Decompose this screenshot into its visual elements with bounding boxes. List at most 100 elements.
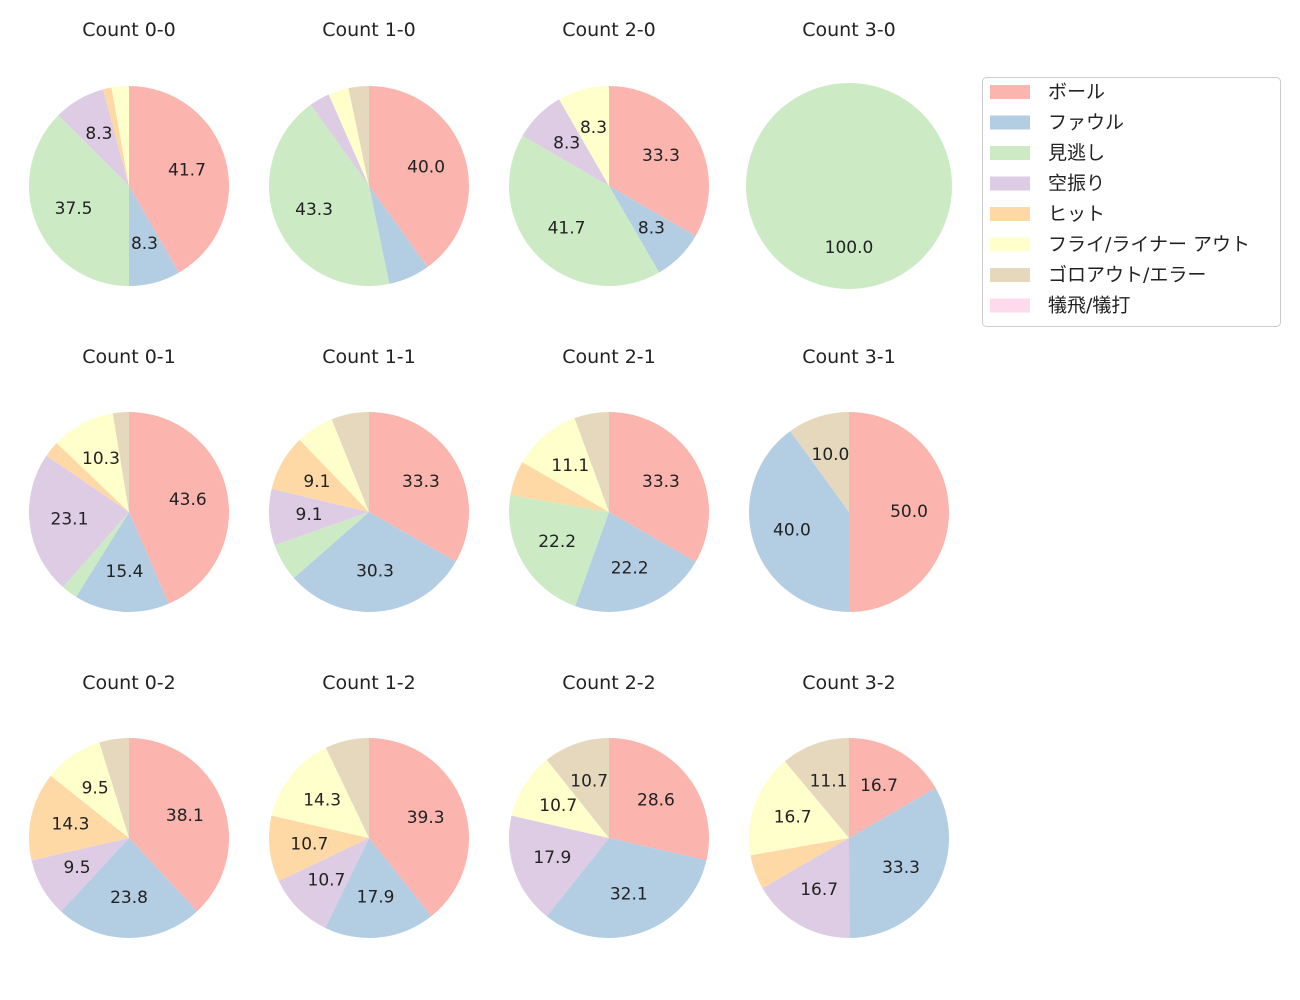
pie-slice-5 [50,742,129,838]
slice-label: 10.7 [570,771,608,791]
slice-label: 33.3 [882,858,920,878]
slice-label: 10.7 [290,835,328,855]
slice-label: 50.0 [890,502,928,522]
legend-swatch [990,85,1030,99]
pie-slice-5 [271,747,369,838]
slice-label: 43.6 [169,490,207,510]
pie-slice-2 [509,495,609,607]
pie-slice-3 [278,838,369,928]
slice-label: 100.0 [825,238,874,258]
slice-label: 11.1 [551,456,589,476]
pie-count-0-2: Count 0-2 38.1 23.8 9.5 14.3 9.5 [28,672,230,938]
pie-count-1-1: Count 1-1 33.3 30.3 9.1 9.1 [269,346,469,613]
pie-slice-2 [62,512,129,597]
slice-label: 16.7 [800,880,838,900]
pie-slice-1 [325,838,432,938]
pie-title: Count 3-1 [802,346,896,368]
legend-label: ボール [1048,81,1105,103]
pie-count-3-0: Count 3-0 100.0 [746,19,952,289]
pie-slice-1 [129,186,179,286]
slice-label: 40.0 [773,521,811,541]
pie-slice-1 [575,512,696,612]
pie-slice-4 [510,462,609,512]
pie-slice-4 [28,775,129,861]
pie-slice-1 [293,512,456,613]
pie-count-0-1: Count 0-1 43.6 15.4 23.1 10.3 [29,346,229,612]
slice-label: 33.3 [402,472,440,492]
legend-swatch [990,298,1030,313]
slice-label: 33.3 [642,146,680,166]
pie-slice-5 [56,413,129,512]
pie-slice-6 [99,738,129,838]
pie-slice-2 [269,104,390,286]
legend-swatch [990,207,1030,221]
slice-label: 8.3 [85,124,112,144]
pie-slice-6 [546,738,609,838]
slice-label: 11.1 [810,772,848,792]
legend-label: 空振り [1048,173,1105,195]
pie-slice-3 [31,838,129,912]
slice-label: 8.3 [131,234,158,254]
legend-swatch [990,268,1030,282]
pie-title: Count 0-1 [82,346,176,368]
pie-count-1-2: Count 1-2 39.3 17.9 10.7 10.7 14.3 [269,672,470,938]
pie-slice-4 [269,815,369,882]
legend-label: ファウル [1048,112,1124,134]
pie-slice-5 [522,418,609,512]
legend-frame [982,77,1281,327]
slice-label: 40.0 [407,158,445,178]
pie-slice-6 [790,412,849,512]
pie-title: Count 3-0 [802,19,896,41]
slice-label: 8.3 [580,118,607,138]
slice-label: 33.3 [642,472,680,492]
slice-label: 23.8 [110,888,148,908]
legend-label: 見逃し [1048,142,1105,164]
pie-slice-0 [129,412,229,604]
pie-slice-3 [522,99,609,186]
slice-label: 8.3 [553,133,580,153]
pie-count-3-2: Count 3-2 16.7 33.3 16.7 16.7 11.1 [749,672,949,938]
pie-slice-0 [129,86,230,273]
pie-slice-0 [849,412,949,612]
slice-label: 15.4 [106,562,144,582]
pie-slice-4 [46,442,129,512]
pie-slice-3 [762,838,850,938]
pie-slice-5 [111,86,129,186]
pie-slice-4 [102,87,129,186]
legend-label: 犠飛/犠打 [1048,295,1130,317]
slice-label: 9.5 [64,858,91,878]
slice-label: 43.3 [295,200,333,220]
pie-slice-0 [369,412,469,562]
pie-slice-3 [310,94,369,186]
pie-slice-4 [271,439,369,512]
legend-swatch [990,146,1030,160]
pie-slice-6 [331,412,369,512]
pie-title: Count 2-2 [562,672,656,694]
slice-label: 17.9 [357,888,395,908]
slice-label: 22.2 [611,558,649,578]
slice-label: 39.3 [407,808,445,828]
pie-slice-0 [609,738,709,861]
pie-slice-3 [58,89,129,186]
pie-slice-5 [559,86,609,186]
legend-label: ゴロアウト/エラー [1048,264,1206,286]
pie-title: Count 1-0 [322,19,416,41]
pie-slice-2 [509,135,660,286]
pie-slice-1 [546,838,707,938]
slice-label: 14.3 [52,815,90,835]
pie-slice-6 [784,738,849,838]
pie-slice-4 [750,838,849,889]
pie-count-0-0: Count 0-0 41.7 8.3 37.5 8.3 [28,19,230,286]
pie-slice-3 [509,815,609,917]
pie-title: Count 1-1 [322,346,416,368]
pie-count-2-0: Count 2-033.38.341.78.38.3 [509,19,709,286]
pie-slice-2 [746,83,952,289]
pie-slice-6 [574,412,609,512]
pie-slice-5 [749,761,849,856]
pie-title: Count 0-2 [82,672,176,694]
slice-label: 22.2 [538,532,576,552]
pie-slice-0 [609,412,709,562]
pie-slice-1 [609,186,696,273]
slice-label: 10.3 [82,449,120,469]
